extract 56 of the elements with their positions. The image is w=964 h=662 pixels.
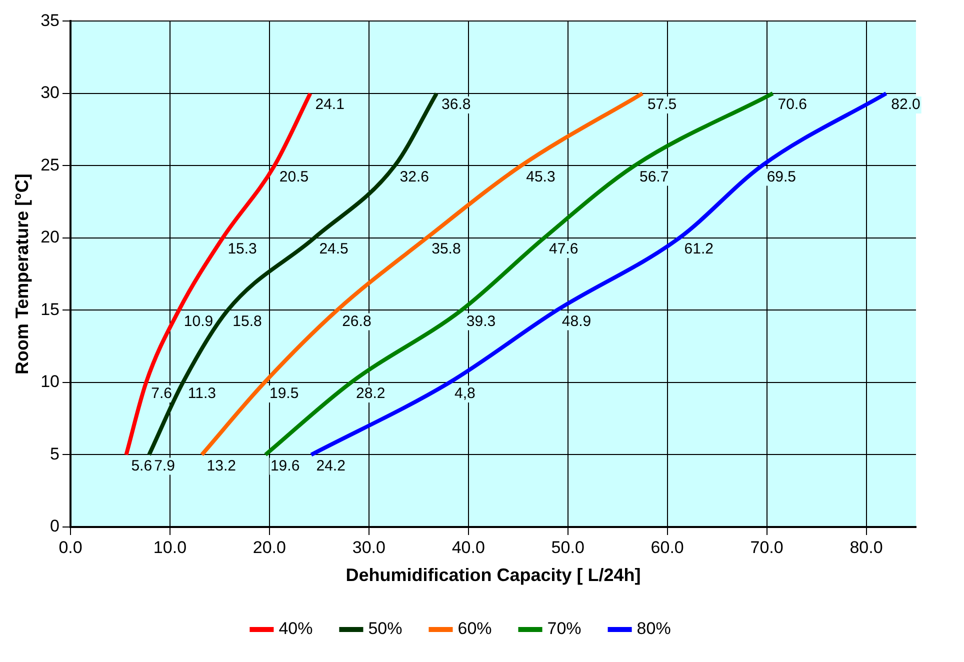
x-tick-label: 70.0 bbox=[750, 538, 784, 557]
annotation: 24.5 bbox=[319, 240, 348, 258]
y-tick-label: 30 bbox=[40, 83, 60, 102]
y-tick-label: 0 bbox=[50, 516, 60, 536]
annotation: 13.2 bbox=[206, 457, 236, 474]
x-tick-label: 60.0 bbox=[650, 538, 684, 557]
x-tick-label: 50.0 bbox=[551, 538, 584, 557]
annotation: 7.6 bbox=[151, 385, 172, 402]
annotation: 28.2 bbox=[356, 385, 386, 402]
legend-label: 60% bbox=[458, 619, 492, 638]
annotation: 4,8 bbox=[454, 385, 476, 402]
annotation: 82.0 bbox=[891, 96, 920, 114]
annotation: 39.3 bbox=[466, 312, 496, 330]
annotation: 24.1 bbox=[315, 96, 344, 114]
x-tick-label: 40.0 bbox=[452, 538, 485, 557]
x-tick-label: 20.0 bbox=[252, 538, 286, 557]
annotation: 19.5 bbox=[269, 385, 299, 402]
line-series bbox=[124, 91, 312, 457]
annotation: 19.6 bbox=[270, 457, 300, 474]
annotation: 57.5 bbox=[647, 96, 677, 114]
y-tick-label: 35 bbox=[40, 10, 60, 30]
annotation: 45.3 bbox=[526, 168, 556, 186]
legend-label: 40% bbox=[278, 619, 313, 638]
annotation: 48.9 bbox=[562, 312, 592, 330]
annotation: 32.6 bbox=[400, 168, 429, 186]
x-tick-label: 30.0 bbox=[352, 538, 386, 557]
annotation: 15.8 bbox=[232, 312, 262, 330]
y-tick-label: 25 bbox=[40, 155, 60, 174]
annotation: 7.9 bbox=[154, 457, 175, 474]
annotation: 11.3 bbox=[188, 385, 216, 402]
annotation: 26.8 bbox=[342, 312, 372, 330]
y-tick-label: 5 bbox=[50, 444, 60, 464]
x-tick-label: 10.0 bbox=[153, 538, 187, 557]
x-tick-label: 0.0 bbox=[58, 538, 82, 557]
annotation: 5.6 bbox=[131, 457, 152, 474]
annotation: 36.8 bbox=[442, 96, 471, 114]
annotation: 20.5 bbox=[279, 168, 309, 186]
annotation: 15.3 bbox=[228, 240, 257, 258]
annotation: 61.2 bbox=[684, 240, 714, 258]
annotation: 24.2 bbox=[316, 457, 346, 474]
y-tick-label: 20 bbox=[40, 228, 60, 247]
y-tick-label: 10 bbox=[40, 372, 60, 392]
annotation: 56.7 bbox=[640, 168, 669, 186]
legend-label: 70% bbox=[547, 619, 582, 638]
y-tick-label: 15 bbox=[40, 300, 60, 319]
annotation: 35.8 bbox=[432, 240, 461, 258]
y-axis-title: Room Temperature [°C] bbox=[12, 174, 32, 375]
annotation: 10.9 bbox=[184, 312, 214, 330]
legend-label: 50% bbox=[368, 619, 402, 638]
line-series bbox=[309, 91, 888, 457]
x-tick-label: 80.0 bbox=[850, 538, 883, 557]
x-axis-title: Dehumidification Capacity [ L/24h] bbox=[346, 565, 641, 586]
annotation: 47.6 bbox=[548, 240, 578, 258]
annotation: 70.6 bbox=[778, 96, 807, 114]
legend-label: 80% bbox=[636, 619, 671, 638]
annotation: 69.5 bbox=[766, 168, 796, 186]
